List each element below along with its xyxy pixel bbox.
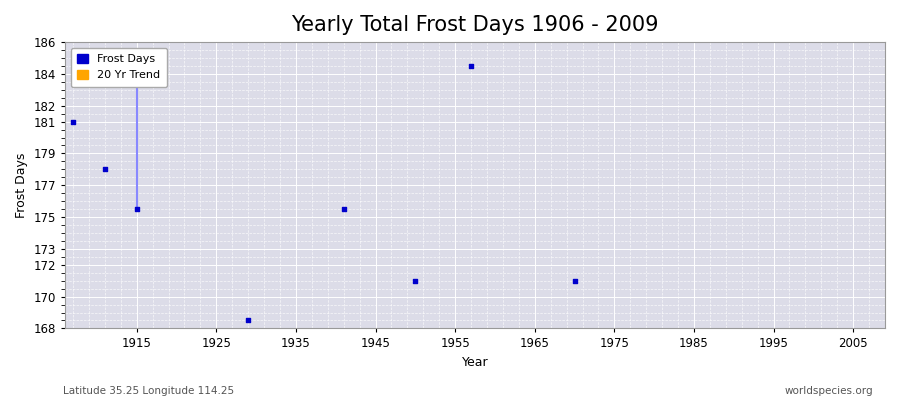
Point [98,166,112,172]
Point [408,278,422,284]
Point [241,317,256,324]
Point [66,118,80,125]
Legend: Frost Days, 20 Yr Trend: Frost Days, 20 Yr Trend [70,48,167,87]
Point [337,206,351,212]
Text: worldspecies.org: worldspecies.org [785,386,873,396]
Point [130,206,144,212]
X-axis label: Year: Year [462,356,489,369]
Y-axis label: Frost Days: Frost Days [15,152,28,218]
Point [464,63,478,69]
Title: Yearly Total Frost Days 1906 - 2009: Yearly Total Frost Days 1906 - 2009 [292,15,659,35]
Point [567,278,581,284]
Text: Latitude 35.25 Longitude 114.25: Latitude 35.25 Longitude 114.25 [63,386,234,396]
